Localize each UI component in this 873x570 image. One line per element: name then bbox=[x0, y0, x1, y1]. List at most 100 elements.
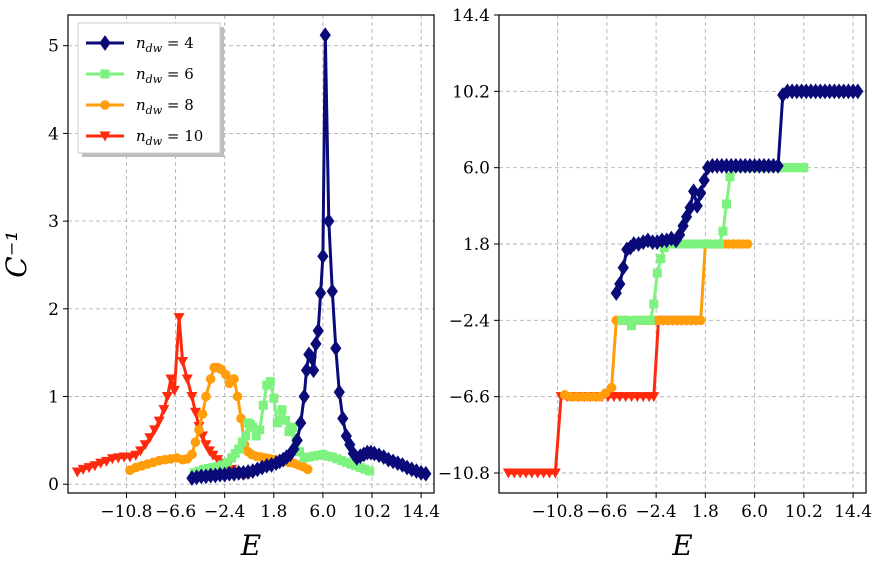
data-point bbox=[251, 431, 261, 441]
data-point bbox=[337, 410, 349, 427]
x-axis-label: E bbox=[240, 529, 261, 562]
data-point bbox=[280, 415, 290, 425]
data-point bbox=[309, 451, 319, 461]
legend-label: ndw = 10 bbox=[136, 127, 203, 148]
data-point bbox=[799, 163, 809, 173]
data-point bbox=[355, 463, 365, 473]
x-tick-label: −6.6 bbox=[155, 502, 196, 522]
data-point bbox=[332, 454, 342, 464]
data-point bbox=[200, 440, 212, 451]
data-point bbox=[317, 248, 329, 265]
data-point bbox=[304, 452, 314, 462]
x-tick-label: −2.4 bbox=[204, 502, 245, 522]
data-point bbox=[718, 226, 728, 236]
data-point bbox=[232, 391, 243, 402]
y-tick-label: 10.2 bbox=[452, 82, 490, 102]
legend: ndw = 4 ndw = 6 ndw = 8 ndw = 10 bbox=[77, 22, 224, 157]
y-tick-label: −10.8 bbox=[438, 464, 490, 484]
x-tick-label: 10.2 bbox=[785, 502, 823, 522]
data-point bbox=[705, 239, 715, 249]
data-point bbox=[298, 388, 310, 405]
data-point bbox=[158, 405, 170, 416]
data-point bbox=[714, 239, 724, 249]
data-point bbox=[695, 185, 707, 201]
data-point bbox=[648, 392, 660, 403]
y-tick-label: −6.6 bbox=[449, 388, 490, 408]
data-point bbox=[291, 432, 303, 449]
data-point bbox=[341, 457, 351, 467]
data-point bbox=[677, 239, 687, 249]
data-point bbox=[606, 382, 617, 393]
data-point bbox=[682, 239, 692, 249]
data-point bbox=[789, 163, 799, 173]
data-point bbox=[161, 392, 173, 403]
left-panel: −10.8 −6.6 −2.4 1.8 6.0 10.2 14.4 0 1 2 3 4 5 E C⁻¹ ndw… bbox=[0, 14, 440, 562]
data-point bbox=[323, 213, 335, 229]
data-point bbox=[236, 413, 246, 424]
data-point bbox=[645, 315, 655, 325]
data-point bbox=[288, 422, 298, 432]
data-point bbox=[203, 463, 213, 473]
data-point bbox=[313, 450, 323, 460]
y-tick-label: 3 bbox=[48, 212, 59, 232]
data-point bbox=[302, 464, 313, 475]
x-tick-label: −6.6 bbox=[586, 502, 627, 522]
data-point bbox=[71, 467, 83, 478]
data-point bbox=[710, 239, 720, 249]
data-point bbox=[641, 315, 651, 325]
data-point bbox=[794, 163, 804, 173]
data-point bbox=[698, 172, 710, 189]
data-point bbox=[686, 239, 696, 249]
data-point bbox=[248, 422, 258, 432]
data-point bbox=[186, 392, 198, 403]
x-tick-label: −2.4 bbox=[635, 502, 676, 522]
y-tick-label: 5 bbox=[48, 37, 59, 57]
data-point bbox=[785, 163, 795, 173]
data-point bbox=[272, 418, 282, 428]
x-tick-label: 14.4 bbox=[834, 502, 872, 522]
y-tick-label: 1.8 bbox=[463, 235, 490, 255]
data-point bbox=[337, 456, 347, 466]
legend-marker bbox=[99, 131, 111, 142]
data-point bbox=[237, 437, 247, 447]
data-point bbox=[181, 374, 193, 385]
x-tick-label: 14.4 bbox=[402, 502, 440, 522]
data-point bbox=[420, 465, 432, 482]
data-point bbox=[696, 239, 706, 249]
series-n-dw-4 bbox=[610, 83, 864, 301]
data-point bbox=[217, 460, 227, 470]
data-point bbox=[201, 391, 211, 402]
data-point bbox=[187, 449, 197, 460]
data-point bbox=[173, 313, 185, 324]
data-point bbox=[130, 450, 142, 461]
x-tick-label: 1.8 bbox=[692, 502, 719, 522]
y-tick-label: 0 bbox=[48, 475, 59, 495]
data-point bbox=[617, 315, 627, 325]
x-tick-label: 6.0 bbox=[309, 502, 336, 522]
data-point bbox=[205, 374, 216, 384]
data-point bbox=[691, 197, 703, 214]
data-point bbox=[307, 362, 320, 379]
data-point bbox=[139, 440, 151, 451]
data-point bbox=[314, 285, 327, 301]
series-n-dw-6 bbox=[189, 377, 375, 478]
data-point bbox=[89, 461, 101, 472]
data-point bbox=[652, 268, 662, 278]
legend-label: ndw = 8 bbox=[136, 96, 194, 117]
legend-marker bbox=[99, 35, 111, 51]
data-point bbox=[360, 464, 370, 474]
y-tick-label: 4 bbox=[48, 124, 59, 144]
data-point bbox=[229, 374, 239, 384]
y-axis-label: C⁻¹ bbox=[0, 230, 33, 277]
data-point bbox=[649, 299, 659, 309]
data-point bbox=[265, 377, 275, 387]
data-point bbox=[149, 425, 161, 436]
data-point bbox=[852, 83, 864, 100]
data-point bbox=[330, 340, 342, 357]
data-point bbox=[295, 447, 305, 457]
legend-marker bbox=[100, 100, 110, 110]
data-point bbox=[622, 315, 632, 325]
data-point bbox=[695, 315, 706, 326]
data-point bbox=[310, 336, 322, 352]
data-point bbox=[691, 239, 701, 249]
